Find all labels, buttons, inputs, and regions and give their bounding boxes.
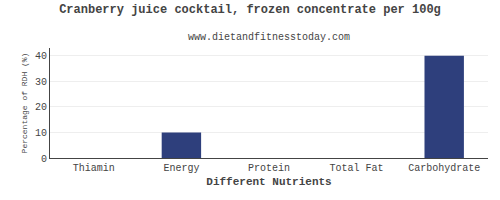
svg-text:Total Fat: Total Fat <box>330 163 384 174</box>
svg-text:10: 10 <box>35 128 47 139</box>
svg-text:30: 30 <box>35 77 47 88</box>
svg-text:Protein: Protein <box>248 163 290 174</box>
svg-text:Cranberry juice cocktail, froz: Cranberry juice cocktail, frozen concent… <box>59 3 441 17</box>
svg-text:www.dietandfitnesstoday.com: www.dietandfitnesstoday.com <box>188 32 350 43</box>
svg-text:Thiamin: Thiamin <box>73 163 115 174</box>
svg-text:Energy: Energy <box>163 163 199 174</box>
svg-text:0: 0 <box>41 154 47 165</box>
svg-text:20: 20 <box>35 102 47 113</box>
svg-text:40: 40 <box>35 51 47 62</box>
svg-text:Different Nutrients: Different Nutrients <box>206 176 331 188</box>
svg-text:Carbohydrate: Carbohydrate <box>408 163 480 174</box>
svg-text:Percentage of RDH (%): Percentage of RDH (%) <box>20 53 29 154</box>
